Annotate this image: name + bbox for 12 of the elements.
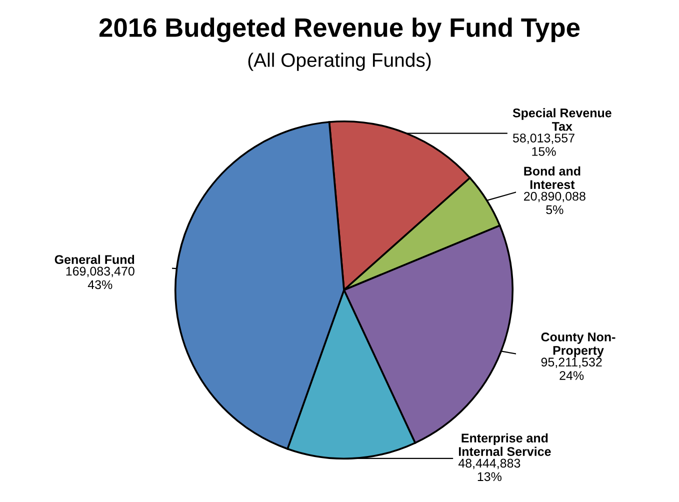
slice-label: County Non- Property: [541, 332, 616, 358]
chart-title: 2016 Budgeted Revenue by Fund Type: [99, 18, 580, 42]
data-label: 48,444,883 13%: [458, 458, 520, 482]
slice-label: Enterprise and Internal Service: [458, 433, 551, 456]
slice-label: General Fund: [54, 254, 134, 264]
data-label: 95,211,532 24%: [541, 358, 602, 380]
slice-label: Bond and Interest: [524, 166, 580, 190]
data-label: 20,890,088 5%: [524, 192, 586, 214]
chart-subtitle: (All Operating Funds): [248, 52, 431, 71]
slice-label: Special Revenue Tax: [512, 108, 612, 131]
data-label: 58,013,557 15%: [512, 134, 574, 156]
data-label: 169,083,470 43%: [66, 266, 134, 290]
